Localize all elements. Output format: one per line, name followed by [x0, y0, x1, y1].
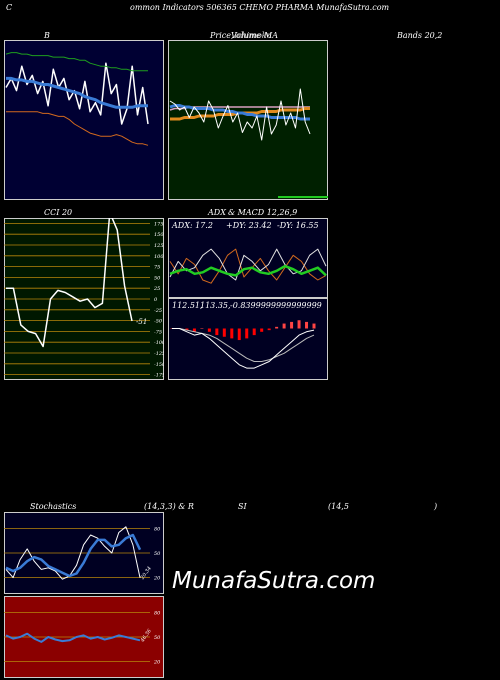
macd-readout-hist: -0.8399999999999999	[230, 301, 322, 310]
macd-hist-bar	[222, 328, 226, 337]
stochastics-title: Stochastics	[30, 502, 77, 511]
ichimoku-chart	[168, 40, 328, 200]
cci-tick-label: 50	[154, 275, 161, 281]
bands-title: Bands 20,2	[397, 31, 443, 40]
adx-title: ADX	[208, 208, 226, 217]
ichimoku-price-line	[169, 88, 311, 141]
macd-hist-bar	[207, 328, 211, 332]
macd-hist-bar	[230, 328, 234, 339]
stochastics-tick-label: 20	[153, 576, 161, 582]
cci-chart: 175 150 125 100 75 50 25 0 -25 -50 -75 -100 -125 -150…	[4, 218, 164, 380]
rsi-params-close: )	[434, 502, 438, 511]
header-left-letter: C	[6, 3, 13, 12]
cci-tick-label: 150	[154, 232, 164, 238]
rsi-rsi-line	[5, 632, 141, 643]
macd-hist-bar	[252, 328, 256, 336]
cci-tick-label: -125	[154, 351, 164, 357]
price-title: Price,	[210, 31, 234, 40]
rsi-tick-label: 80	[154, 610, 161, 616]
stochastics-params: (14,3,3) & R	[144, 502, 194, 511]
adx-readout-adx: ADX: 17.2	[171, 221, 213, 230]
cci-tick-label: 125	[154, 243, 164, 249]
macd-hist-bar	[275, 326, 279, 329]
macd-hist-bar	[305, 321, 309, 329]
macd-hist-bar	[215, 328, 219, 336]
macd-hist-bar	[297, 320, 301, 329]
adx-adx-line	[169, 264, 327, 277]
bollinger-chart	[4, 40, 164, 200]
macd-readout-signal: 113.35,	[200, 301, 231, 310]
stochastics-d-line	[5, 533, 142, 578]
cci-tick-label: -25	[154, 308, 162, 314]
macd-hist-bar	[185, 328, 189, 331]
rsi-tick-label: 20	[153, 660, 161, 666]
cci-tick-label: 175	[154, 221, 164, 227]
adx-readout-minus-di: -DY: 16.55	[277, 221, 319, 230]
volume-title: Volume	[231, 31, 261, 40]
stochastics-tick-label: 50	[154, 551, 161, 557]
rsi-params: (14,5	[328, 502, 349, 511]
cci-tick-label: 100	[154, 254, 164, 260]
macd-hist-bar	[312, 323, 316, 329]
adx-minus-di-line	[169, 248, 327, 284]
macd-signal-line	[172, 328, 315, 362]
cci-last-label: -51	[136, 318, 147, 326]
macd-hist-bar	[245, 328, 249, 339]
macd-hist-bar	[237, 328, 241, 341]
cci-tick-label: -100	[154, 340, 164, 346]
bollinger-middle-line	[6, 76, 148, 109]
ichimoku-title: Ichimoku	[234, 31, 272, 40]
cci-tick-label: 75	[154, 265, 160, 271]
macd-hist-bar	[260, 328, 264, 332]
macd-hist-bar	[282, 323, 286, 329]
macd-hist-bar	[267, 328, 271, 331]
macd-background	[168, 298, 328, 380]
adx-chart: ADX: 17.2 +DY: 23.42 -DY: 16.55	[168, 218, 328, 298]
macd-chart: 112.51, 113.35, -0.8399999999999999	[168, 298, 328, 380]
bollinger-background	[4, 40, 164, 200]
macd-readout-macd: 112.51,	[172, 301, 203, 310]
cci-tick-label: -50	[154, 319, 163, 325]
page-header: ommon Indicators 506365 CHEMO PHARMA Mun…	[130, 3, 390, 12]
adx-readout-plus-di: +DY: 23.42	[226, 221, 272, 230]
macd-hist-bar	[290, 321, 294, 329]
stochastics-k-line	[5, 526, 141, 580]
macd-title: & MACD 12,26,9	[228, 208, 298, 217]
macd-hist-bar	[200, 328, 204, 329]
cci-tick-label: -175	[154, 373, 164, 379]
cci-tick-label: -150	[154, 362, 164, 368]
rsi-tick-label: 50	[154, 635, 161, 641]
cci-tick-label: 0	[154, 297, 158, 303]
adx-plus-di-line	[169, 248, 327, 281]
macd-hist-bar	[192, 328, 196, 332]
cci-tick-label: 25	[153, 286, 160, 292]
macd-macd-line	[172, 328, 315, 369]
stochastics-tick-label: 80	[154, 526, 161, 532]
bollinger-upper-line	[5, 52, 148, 72]
cci-tick-label: -75	[154, 329, 162, 335]
cci-title: CCI 20	[44, 208, 73, 217]
rsi-title: SI	[238, 502, 247, 511]
watermark-logo: MunafaSutra.com	[172, 568, 376, 594]
bollinger-title: B	[44, 31, 50, 40]
cci-line	[6, 218, 133, 348]
ma-title: MA	[264, 31, 278, 40]
bollinger-lower-line	[6, 111, 149, 146]
